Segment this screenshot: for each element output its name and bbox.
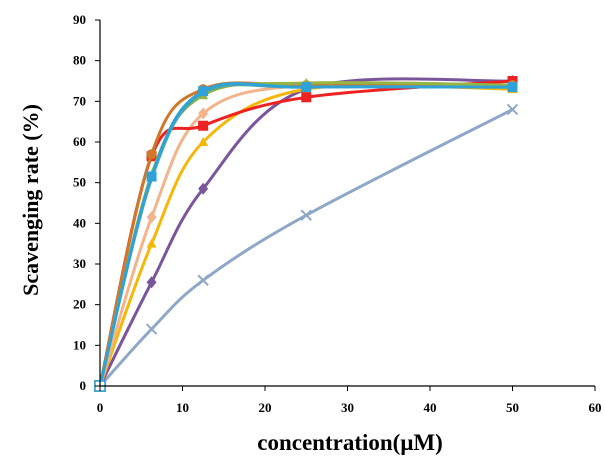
y-tick-label: 40 (73, 215, 86, 230)
y-tick-label: 90 (73, 12, 86, 27)
data-point-square (301, 92, 312, 103)
data-point-square (146, 171, 157, 182)
data-point-triangle (146, 238, 157, 248)
x-tick-label: 60 (589, 400, 602, 415)
x-tick-label: 20 (259, 400, 272, 415)
data-point-x (197, 274, 209, 286)
series-5 (94, 76, 518, 392)
series-7 (94, 78, 518, 392)
series-1 (94, 103, 519, 392)
y-tick-label: 80 (73, 53, 86, 68)
series-9 (94, 82, 518, 392)
data-point-triangle (198, 137, 209, 146)
y-tick-label: 20 (73, 297, 86, 312)
x-tick-label: 40 (424, 400, 437, 415)
series-line (98, 108, 514, 388)
data-point-x (145, 323, 158, 335)
series-4 (94, 79, 518, 392)
y-tick-label: 30 (73, 256, 86, 271)
data-point-x (506, 103, 519, 116)
x-tick-label: 10 (176, 400, 189, 415)
data-point-square (198, 120, 209, 131)
data-point-diamond (146, 276, 157, 289)
x-tick-label: 50 (506, 400, 519, 415)
data-point-square (198, 86, 209, 97)
y-tick-label: 50 (73, 175, 86, 190)
y-tick-label: 0 (80, 378, 87, 393)
axes-layer: 0 10 20 30 40 50 60 70 80 90 0 10 20 30 40 50 60 (73, 12, 602, 415)
x-tick-label: 30 (341, 400, 354, 415)
y-tick-label: 70 (73, 93, 86, 108)
data-point-diamond (146, 211, 157, 224)
data-point-square (301, 82, 312, 93)
x-tick-label: 0 (97, 400, 104, 415)
series-6 (94, 80, 518, 392)
data-point-diamond (198, 182, 209, 195)
data-point-x (300, 209, 312, 221)
series-line (98, 81, 514, 388)
data-point-circle (146, 149, 157, 160)
series-3 (94, 83, 518, 392)
data-point-square (507, 82, 518, 93)
x-axis-title: concentration(μM) (257, 430, 442, 455)
data-point-diamond (198, 107, 209, 120)
series-layer (94, 75, 519, 392)
y-tick-label: 60 (73, 134, 86, 149)
y-tick-label: 10 (73, 337, 86, 352)
series-line (98, 77, 514, 388)
y-axis-title: Scavenging rate (%) (18, 104, 43, 296)
series-2 (94, 75, 518, 392)
series-8 (94, 83, 514, 392)
